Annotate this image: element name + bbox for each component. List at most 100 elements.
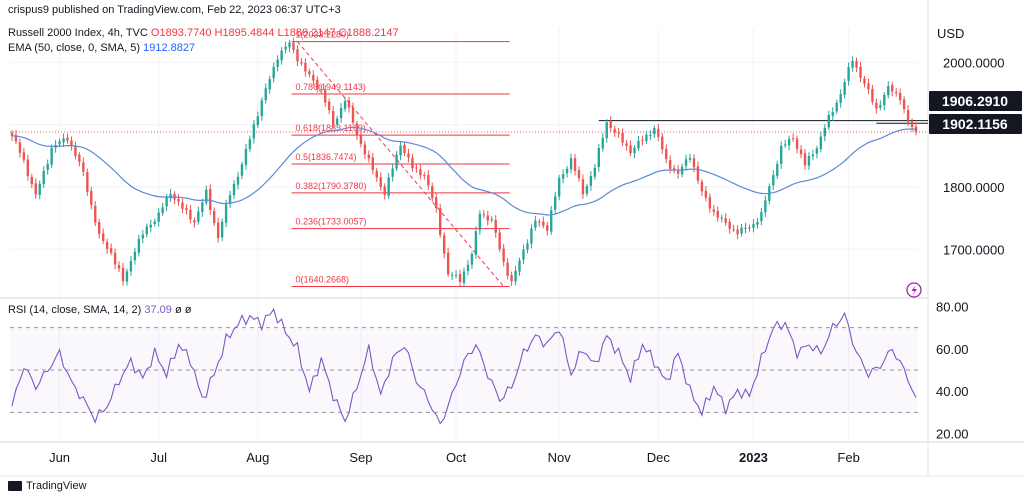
candle: [280, 47, 283, 65]
candle-body: [585, 186, 589, 194]
candle: [542, 216, 545, 229]
candle-body: [304, 62, 307, 72]
candle: [605, 119, 608, 143]
price-tick-label: 1700.0000: [943, 242, 1004, 257]
candle: [577, 166, 581, 182]
candle-body: [157, 212, 160, 222]
tradingview-footer[interactable]: TradingView: [8, 480, 87, 492]
candle-body: [236, 176, 240, 185]
candle: [137, 234, 141, 257]
candle-body: [482, 214, 486, 216]
candle: [316, 76, 319, 93]
candle: [645, 130, 648, 145]
tradingview-logo-icon: [8, 481, 22, 491]
candle: [859, 61, 862, 83]
candle-body: [94, 205, 97, 223]
candle-body: [466, 264, 470, 271]
candle-body: [10, 132, 14, 136]
candle-body: [518, 260, 521, 272]
candle-body: [716, 210, 719, 218]
lightning-icon[interactable]: [906, 282, 922, 298]
candle-body: [823, 127, 827, 137]
candle: [153, 218, 156, 227]
candle-body: [914, 126, 918, 132]
candle-body: [883, 94, 886, 106]
candle: [827, 110, 830, 131]
rsi-legend[interactable]: RSI (14, close, SMA, 14, 2) 37.09 ø ø: [8, 304, 191, 316]
candle-body: [657, 128, 660, 137]
candle: [815, 145, 819, 159]
candle: [776, 160, 779, 179]
candle-body: [216, 222, 220, 238]
candle-body: [902, 99, 906, 110]
candle: [756, 217, 759, 229]
candle: [676, 164, 680, 179]
candle-body: [446, 252, 450, 275]
candle-body: [510, 275, 513, 282]
candle-body: [867, 83, 870, 90]
candle-body: [395, 154, 398, 169]
candle-body: [581, 179, 585, 195]
candle-body: [320, 89, 323, 91]
candle: [14, 130, 18, 145]
candle-body: [248, 139, 252, 150]
price-tick-label: 2000.0000: [943, 55, 1004, 70]
candle-body: [736, 229, 739, 235]
candle-body: [288, 42, 291, 48]
candle-body: [538, 221, 541, 223]
candle: [90, 186, 93, 210]
ema-legend[interactable]: EMA (50, close, 0, SMA, 5) 1912.8827: [8, 42, 195, 54]
candle-body: [764, 200, 767, 213]
candle-body: [383, 186, 386, 195]
candle: [490, 216, 493, 223]
candle: [561, 169, 565, 184]
candle-body: [843, 81, 846, 95]
candle: [439, 203, 442, 238]
candle-body: [189, 209, 192, 220]
candle-body: [871, 88, 874, 102]
candle-body: [415, 167, 418, 169]
candle-body: [284, 46, 287, 50]
candle: [264, 83, 267, 104]
candle: [839, 89, 842, 108]
candle-body: [431, 186, 434, 199]
candle-body: [863, 78, 866, 84]
candle-body: [58, 141, 61, 145]
candle: [569, 153, 573, 174]
publish-line: crispus9 published on TradingView.com, F…: [8, 4, 341, 16]
candle: [641, 135, 644, 146]
candle: [252, 120, 256, 144]
candle: [811, 149, 815, 161]
candle-body: [105, 241, 109, 249]
candle-body: [121, 267, 125, 282]
candle: [609, 116, 612, 133]
candle: [70, 136, 73, 151]
candle: [256, 111, 260, 129]
symbol-legend[interactable]: Russell 2000 Index, 4h, TVC O1893.7740 H…: [8, 27, 399, 39]
candle-body: [169, 193, 172, 199]
candle-body: [165, 197, 168, 207]
candle: [371, 152, 374, 175]
candle-body: [296, 49, 299, 62]
candle-body: [109, 248, 113, 253]
level-price-label: 1906.2910: [942, 93, 1008, 109]
candle: [423, 172, 426, 180]
candle: [875, 98, 878, 114]
time-tick-label: Dec: [647, 450, 671, 465]
ohlc-values: O1893.7740 H1895.4844 L1888.2147 C1888.2…: [150, 27, 399, 39]
candle: [10, 130, 14, 141]
candle-body: [113, 252, 117, 265]
candle-body: [205, 189, 208, 203]
candle: [851, 56, 854, 72]
candle: [411, 153, 414, 172]
candle: [205, 185, 208, 206]
candle-body: [272, 66, 275, 79]
candle-body: [827, 114, 830, 128]
candle: [780, 141, 783, 169]
candle: [86, 168, 89, 196]
candle: [351, 102, 355, 126]
candle: [787, 135, 791, 151]
rsi-tick-label: 40.00: [936, 384, 969, 399]
candle: [617, 128, 620, 138]
